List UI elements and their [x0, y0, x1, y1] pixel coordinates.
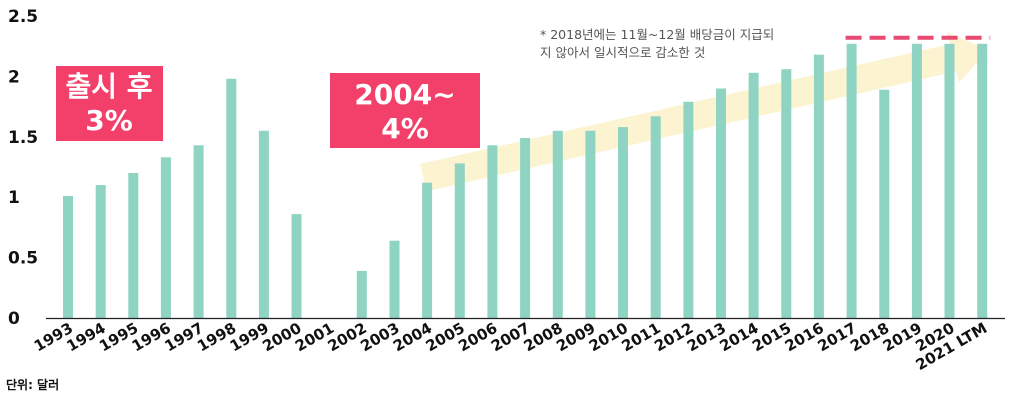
y-tick-label: 2.5 — [8, 7, 38, 27]
bar-1994 — [95, 185, 106, 318]
badge-since-launch-line1: 출시 후 — [65, 70, 152, 103]
footnote-line1: * 2018년에는 11월~12월 배당금이 지급되 — [540, 27, 774, 42]
bar-2021-ltm — [977, 43, 988, 319]
badge-2004-box — [330, 73, 480, 148]
y-tick-label: 1 — [8, 188, 20, 208]
unit-label: 단위: 달러 — [6, 377, 59, 392]
bar-1995 — [128, 173, 139, 318]
badge-2004-line2: 4% — [381, 112, 429, 145]
footnote-line2: 지 않아서 일시적으로 감소한 것 — [540, 45, 705, 60]
bar-2016 — [813, 54, 824, 318]
bar-2011 — [650, 116, 661, 318]
bar-1993 — [63, 196, 73, 318]
badge-since-launch: 출시 후 3% — [56, 66, 163, 141]
bar-2010 — [618, 127, 628, 318]
bar-2004 — [422, 182, 433, 318]
bar-2007 — [520, 138, 531, 318]
badge-since-launch-line2: 3% — [85, 104, 133, 137]
bar-2014 — [748, 72, 759, 318]
bar-1997 — [193, 145, 204, 318]
bar-2015 — [781, 69, 792, 318]
bar-1996 — [160, 157, 171, 318]
bar-2005 — [454, 163, 465, 318]
bar-2002 — [356, 270, 367, 318]
badge-since-launch-box — [56, 66, 163, 141]
y-axis: 0 0.5 1 1.5 2 2.5 — [8, 7, 38, 329]
bar-2009 — [585, 130, 596, 318]
y-tick-label: 0.5 — [8, 249, 38, 269]
bar-2013 — [716, 88, 726, 318]
bar-2012 — [683, 101, 694, 318]
bar-2017 — [846, 43, 857, 319]
bar-2003 — [389, 240, 400, 318]
bars-group — [63, 43, 988, 319]
bar-2019 — [911, 43, 922, 319]
x-axis: 1993199419951996199719981999200020012002… — [31, 317, 1005, 374]
bar-2000 — [291, 214, 302, 318]
bar-2018 — [879, 89, 890, 318]
badge-2004-line1: 2004~ — [354, 78, 455, 111]
y-tick-label: 1.5 — [8, 128, 38, 148]
badge-2004: 2004~ 4% — [330, 73, 480, 148]
bar-2008 — [552, 130, 563, 318]
bar-2006 — [487, 145, 498, 318]
y-tick-label: 0 — [8, 309, 20, 329]
bar-1998 — [226, 78, 237, 318]
bar-1999 — [258, 130, 269, 318]
y-tick-label: 2 — [8, 67, 20, 87]
bar-2020 — [944, 43, 955, 319]
